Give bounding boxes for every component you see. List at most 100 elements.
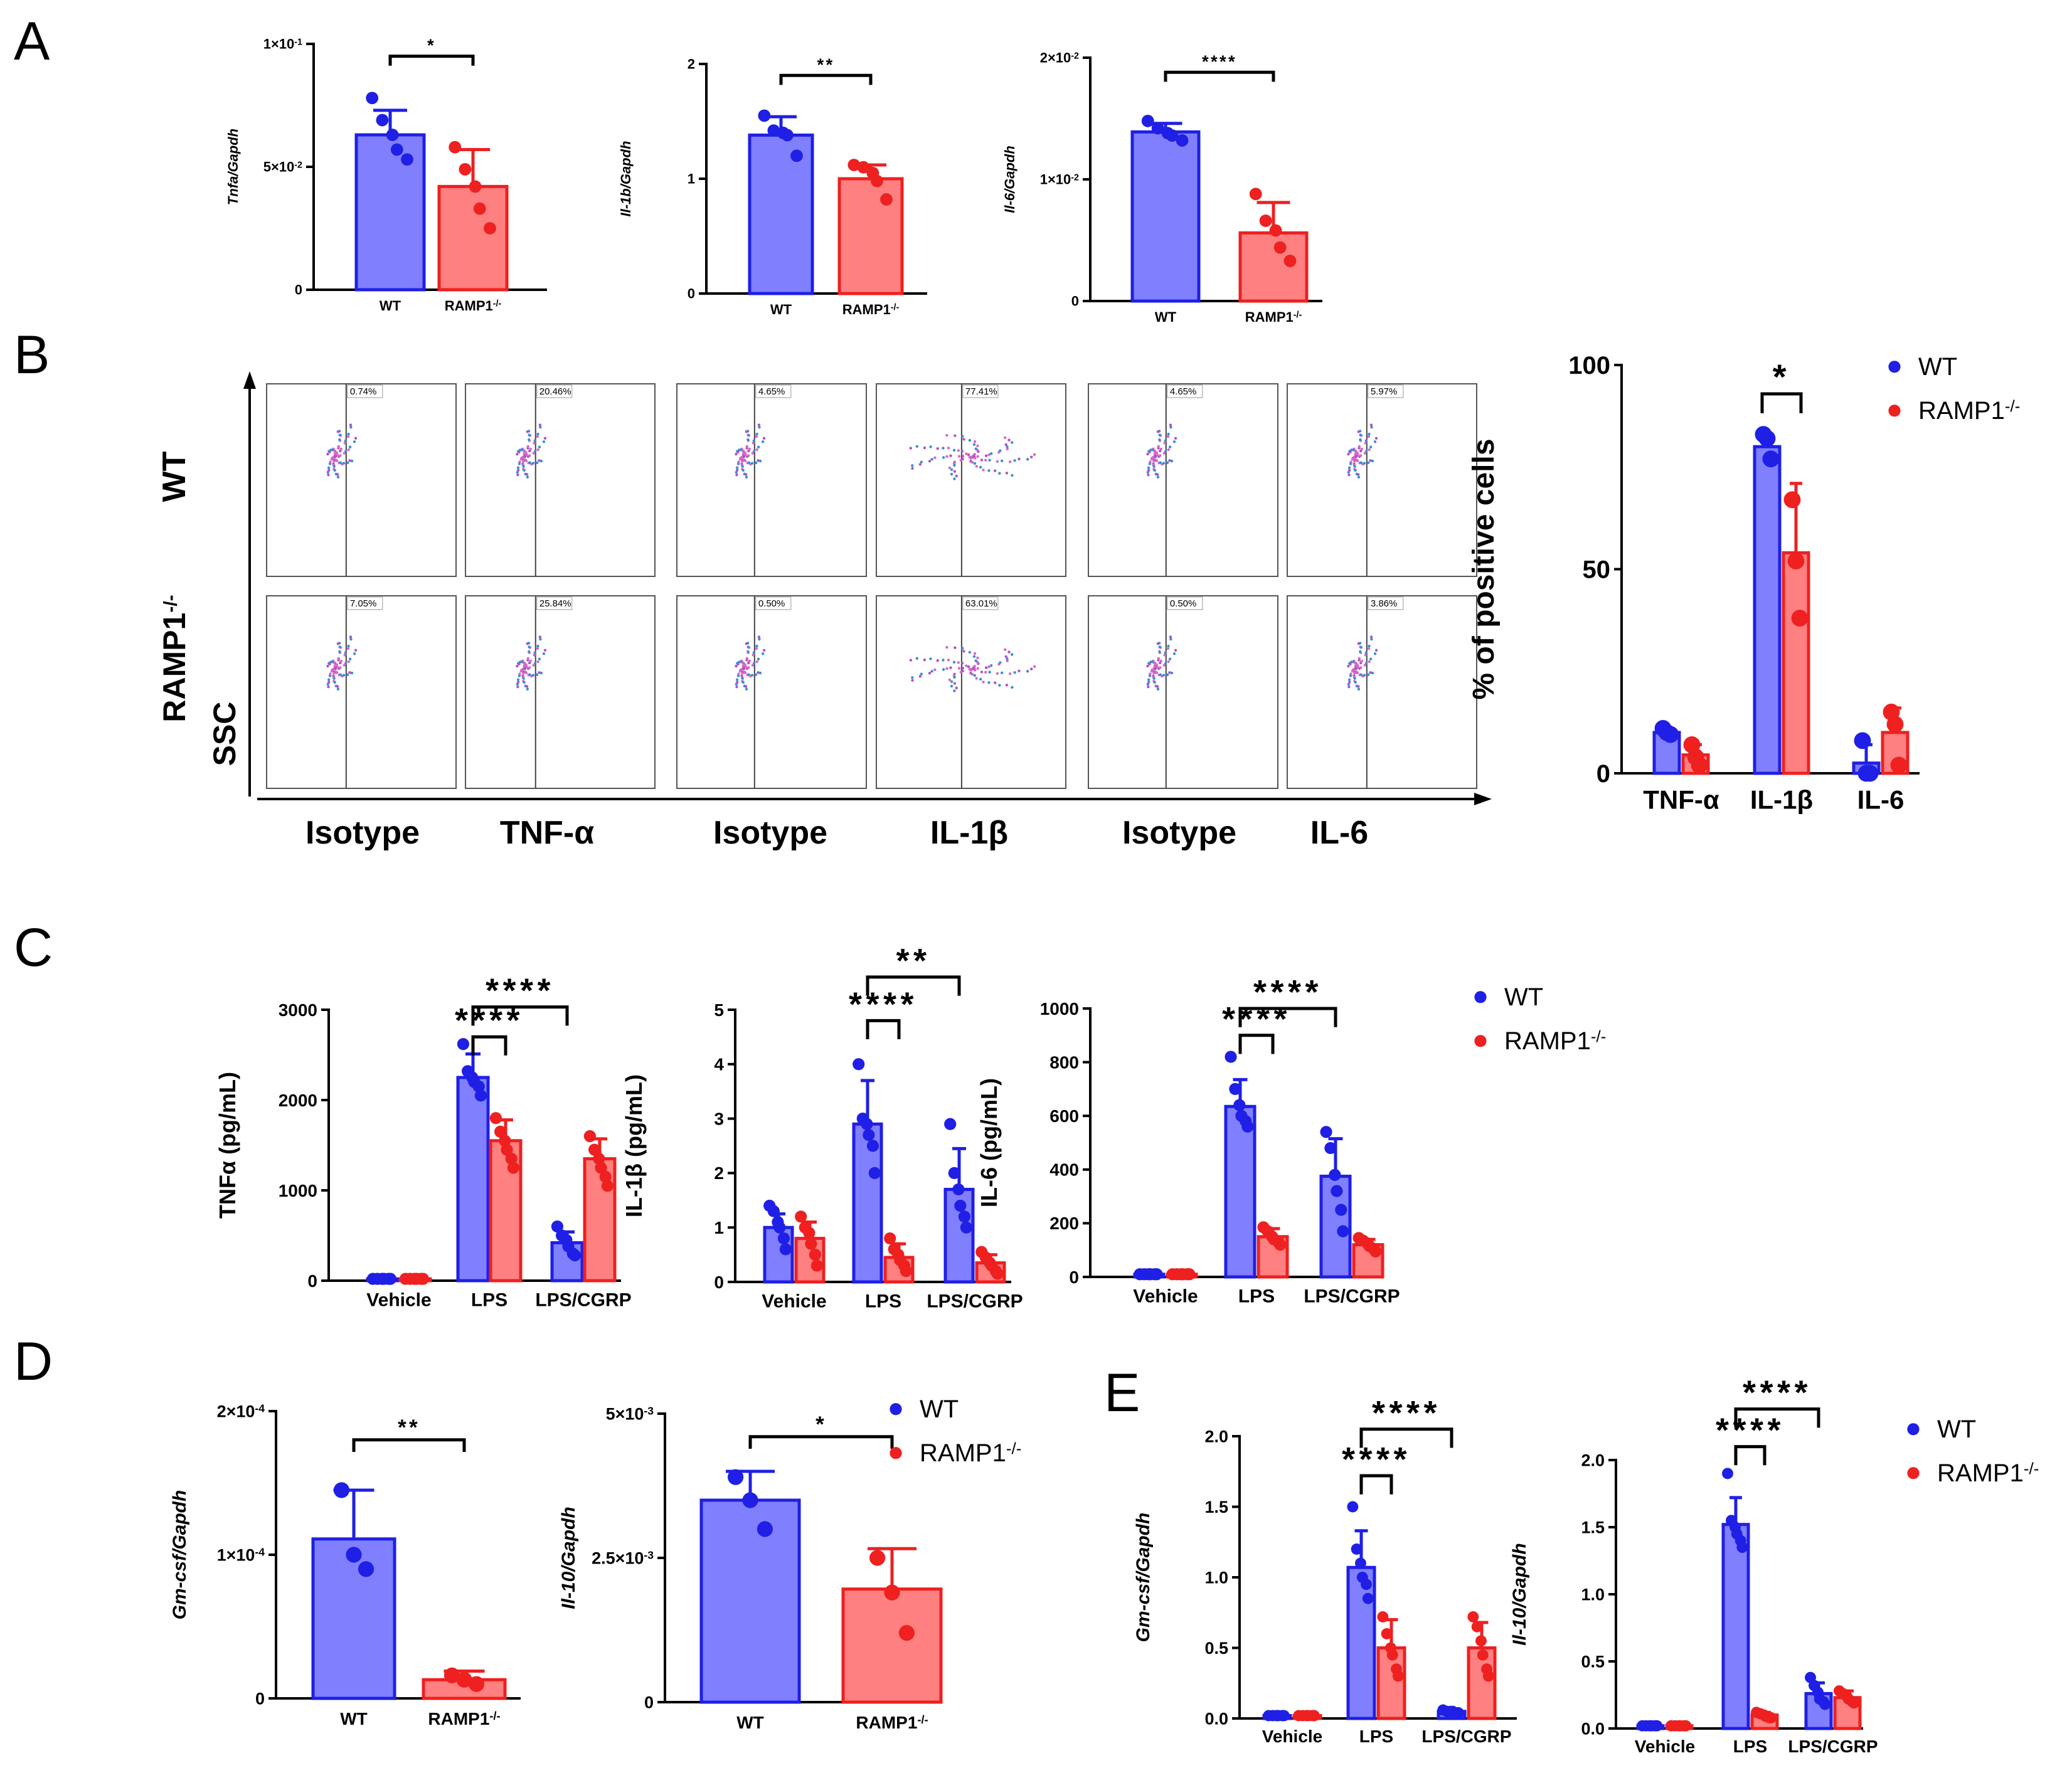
flow-event-dot	[1359, 433, 1362, 437]
flow-event-dot	[928, 672, 932, 675]
flow-event-dot	[1366, 673, 1370, 676]
flow-event-dot	[327, 473, 330, 477]
flow-event-dot	[346, 673, 349, 676]
significance-label: ****	[849, 985, 918, 1023]
data-point	[900, 1265, 912, 1278]
flow-gate-percent: 0.74%	[350, 386, 377, 397]
flow-event-dot	[1147, 680, 1150, 684]
flow-event-dot	[1005, 684, 1009, 687]
flow-event-dot	[929, 445, 932, 448]
flow-event-dot	[949, 666, 952, 669]
flow-event-dot	[1369, 445, 1373, 448]
data-point	[1229, 1083, 1241, 1095]
x-tick-label: LPS	[1359, 1727, 1393, 1746]
flow-event-dot	[538, 459, 541, 462]
flow-cytometry-panel: 0.74% 20.46% 4.65% 77.41% 4.65% 5.97% 7.05% 25.…	[156, 371, 1492, 851]
y-tick-label: 50	[1583, 556, 1611, 584]
flow-event-dot	[747, 461, 751, 464]
flow-event-dot	[532, 664, 535, 667]
data-point	[599, 1170, 612, 1183]
flow-event-dot	[525, 685, 529, 688]
data-point	[417, 1273, 430, 1285]
flow-event-dot	[735, 452, 738, 456]
data-point	[880, 193, 893, 206]
flow-event-dot	[947, 659, 950, 662]
data-point	[1347, 1501, 1359, 1513]
flow-event-dot	[1147, 473, 1150, 477]
x-tick-label: WT	[340, 1709, 368, 1728]
flow-event-dot	[757, 635, 761, 638]
flow-event-dot	[740, 668, 743, 671]
flow-event-dot	[762, 648, 766, 652]
flow-event-dot	[1007, 650, 1011, 654]
flow-plot-frame	[876, 595, 1066, 789]
flow-event-dot	[327, 680, 331, 684]
data-point	[384, 1273, 397, 1285]
data-point	[1722, 1468, 1733, 1480]
flow-gate-percent: 7.05%	[350, 598, 377, 609]
data-point	[991, 1268, 1004, 1280]
flow-event-dot	[1168, 657, 1172, 660]
flow-event-dot	[758, 426, 761, 429]
x-tick-label: RAMP1-/-	[842, 302, 900, 317]
flow-event-dot	[1357, 473, 1360, 476]
data-point	[568, 1249, 582, 1262]
flow-event-dot	[1155, 459, 1159, 462]
data-point	[1225, 1051, 1237, 1063]
flow-event-dot	[918, 463, 922, 466]
flow-event-dot	[350, 459, 354, 463]
data-point	[1331, 1185, 1343, 1197]
data-point	[1151, 122, 1164, 135]
flow-event-dot	[529, 659, 532, 663]
data-point	[595, 1162, 607, 1174]
data-point	[954, 1199, 967, 1212]
data-point	[805, 1237, 817, 1250]
flow-event-dot	[950, 680, 954, 684]
y-tick-label: 0	[295, 282, 302, 298]
flow-event-dot	[959, 458, 962, 462]
flow-event-dot	[911, 676, 914, 679]
data-point	[1183, 1268, 1196, 1281]
x-tick-label: WT	[736, 1713, 764, 1732]
flow-event-dot	[538, 671, 541, 674]
flow-event-dot	[336, 473, 339, 476]
x-tick-label: LPS/CGRP	[927, 1291, 1023, 1312]
bar	[354, 133, 426, 292]
flow-event-dot	[1356, 671, 1359, 674]
data-point	[871, 174, 883, 188]
flow-gate-percent: 77.41%	[965, 386, 997, 397]
flow-event-dot	[1354, 468, 1357, 472]
flow-event-dot	[1159, 447, 1163, 451]
bar	[1721, 1523, 1750, 1730]
flow-event-dot	[957, 667, 961, 670]
flow-event-dot	[526, 475, 529, 479]
significance-label: **	[817, 55, 834, 74]
flow-gate-box	[755, 384, 792, 398]
data-point	[507, 1162, 520, 1174]
flow-event-dot	[333, 680, 336, 684]
flow-event-dot	[1347, 473, 1351, 477]
flow-event-dot	[1347, 682, 1350, 686]
x-tick-label: LPS/CGRP	[535, 1290, 631, 1311]
significance-bracket	[1359, 1474, 1393, 1495]
x-tick-label: Vehicle	[366, 1290, 431, 1311]
flow-event-dot	[984, 454, 988, 457]
flow-event-dot	[516, 470, 519, 474]
flow-event-dot	[745, 475, 748, 479]
flow-event-dot	[1352, 668, 1356, 671]
flow-event-dot	[339, 447, 343, 451]
flow-event-dot	[987, 681, 991, 684]
flow-event-dot	[1158, 650, 1161, 654]
flow-event-dot	[1351, 448, 1355, 452]
data-point	[1269, 224, 1282, 237]
flow-gate-percent: 20.46%	[539, 386, 571, 397]
panel-label-b: B	[14, 325, 50, 385]
y-tick-label: 1	[688, 171, 695, 187]
data-point	[866, 1140, 879, 1152]
flow-event-dot	[328, 662, 331, 665]
flow-event-dot	[735, 470, 738, 474]
data-point	[1680, 1720, 1692, 1732]
flow-event-dot	[336, 685, 339, 688]
flow-event-dot	[1172, 652, 1176, 655]
flow-event-dot	[945, 433, 948, 437]
